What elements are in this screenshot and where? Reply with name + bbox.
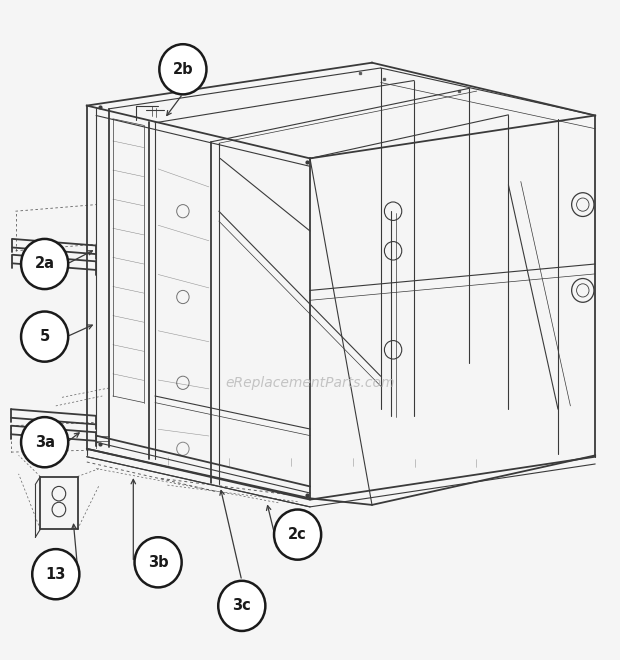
Circle shape: [218, 581, 265, 631]
Text: 3b: 3b: [148, 555, 169, 570]
Circle shape: [135, 537, 182, 587]
Circle shape: [274, 510, 321, 560]
Text: 3c: 3c: [232, 599, 251, 613]
Text: 2a: 2a: [35, 257, 55, 271]
Text: 2c: 2c: [288, 527, 307, 542]
Circle shape: [21, 312, 68, 362]
Circle shape: [21, 417, 68, 467]
Circle shape: [32, 549, 79, 599]
Text: eReplacementParts.com: eReplacementParts.com: [225, 376, 395, 390]
Text: 13: 13: [46, 567, 66, 581]
Circle shape: [21, 239, 68, 289]
Circle shape: [159, 44, 206, 94]
Text: 5: 5: [40, 329, 50, 344]
Text: 2b: 2b: [172, 62, 193, 77]
Text: 3a: 3a: [35, 435, 55, 449]
